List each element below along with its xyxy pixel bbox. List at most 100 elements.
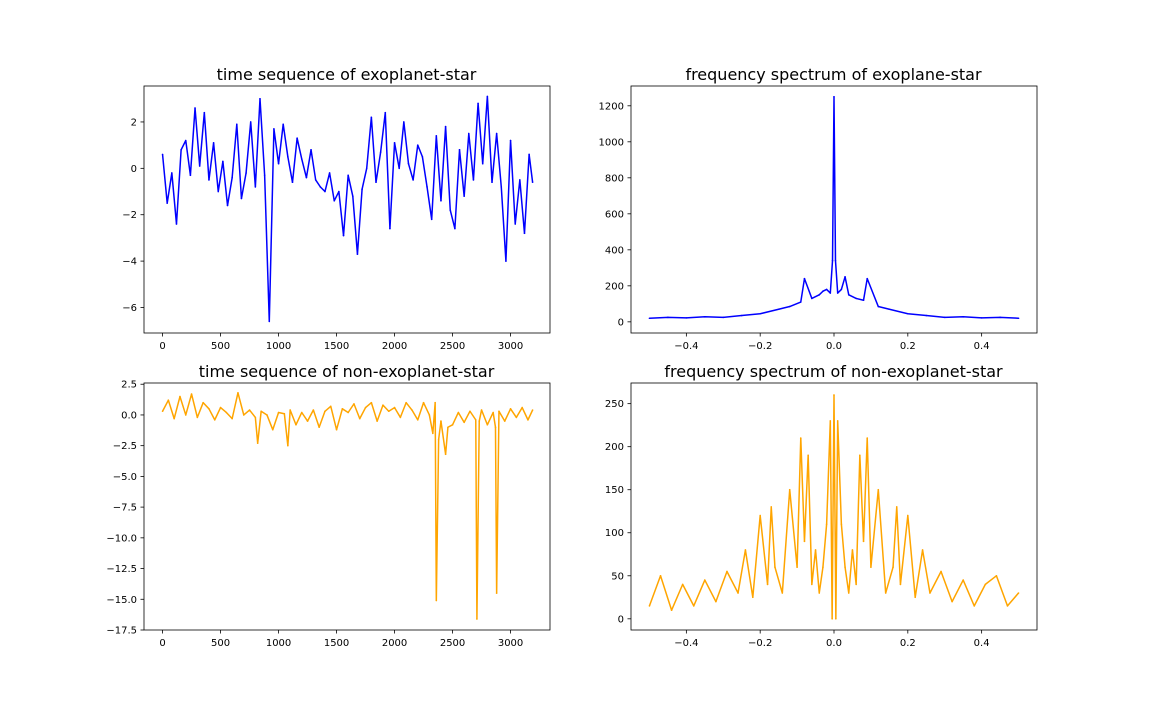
data-point [766, 583, 769, 586]
chart-title: time sequence of exoplanet-star [217, 65, 477, 84]
data-point [171, 172, 173, 174]
data-point [306, 420, 309, 422]
data-point [907, 312, 909, 315]
data-point [999, 316, 1001, 319]
y-tick-label: 150 [605, 485, 624, 496]
data-point [217, 190, 220, 193]
data-point [184, 139, 187, 142]
x-tick-label: 3000 [498, 341, 523, 352]
data-point [387, 410, 390, 413]
x-tick-label: 0.2 [900, 341, 916, 352]
data-point [305, 176, 308, 179]
y-tick-label: 600 [605, 209, 624, 220]
data-point [740, 314, 743, 317]
data-point [212, 142, 215, 144]
data-point [822, 290, 824, 293]
data-point [715, 600, 717, 603]
data-point [921, 549, 924, 551]
data-point [458, 148, 461, 151]
data-point [435, 599, 438, 602]
data-point [310, 148, 312, 151]
data-point [432, 432, 434, 435]
x-tick-label: −0.2 [748, 638, 772, 649]
data-point [242, 414, 245, 416]
data-point [259, 97, 261, 100]
data-point [463, 421, 465, 424]
data-point [370, 116, 373, 119]
data-point [287, 444, 289, 447]
data-point [770, 506, 773, 508]
data-point [393, 142, 396, 144]
data-point [240, 197, 243, 200]
x-tick-label: 2500 [440, 638, 465, 649]
x-tick-label: 0.2 [900, 638, 916, 649]
data-point [505, 260, 507, 262]
data-point [862, 299, 865, 302]
data-point [774, 566, 776, 568]
data-point [213, 419, 216, 421]
data-point [273, 128, 275, 130]
y-tick-label: 2 [131, 117, 137, 128]
data-point [416, 144, 419, 146]
data-point [659, 574, 662, 577]
data-point [194, 107, 196, 109]
data-point [807, 454, 809, 457]
data-point [704, 579, 706, 581]
data-point [833, 96, 835, 98]
data-point [670, 609, 673, 612]
data-point [226, 204, 229, 207]
x-tick-label: 2000 [382, 341, 407, 352]
data-point [844, 276, 846, 278]
data-point [862, 540, 865, 543]
panel-non-exoplanet-time-sequence: time sequence of non-exoplanet-star 0 500… [106, 362, 551, 649]
panel-non-exoplanet-frequency-spectrum: frequency spectrum of non-exoplanet-star… [605, 362, 1038, 649]
data-point [509, 408, 512, 410]
x-tick-label: 2500 [440, 341, 465, 352]
data-point [289, 409, 291, 411]
data-point [962, 579, 964, 581]
data-point [492, 411, 494, 414]
y-tick-label: 400 [605, 245, 624, 256]
data-point [440, 420, 442, 422]
data-point [287, 155, 289, 158]
chart-title: frequency spectrum of non-exoplanet-star [664, 362, 1003, 381]
data-point [449, 209, 452, 211]
y-tick-label: −4 [122, 257, 137, 268]
data-point [726, 570, 728, 573]
data-point [648, 317, 651, 320]
data-point [781, 592, 784, 594]
data-point [831, 618, 833, 620]
data-point [266, 414, 268, 416]
data-point [282, 123, 285, 126]
data-point [314, 179, 317, 181]
y-tick-label: 50 [611, 571, 624, 582]
data-point [399, 416, 402, 419]
data-point [531, 409, 534, 411]
data-point [495, 132, 498, 135]
data-point [685, 317, 688, 319]
data-point [430, 218, 433, 221]
x-tick-label: 0 [159, 341, 165, 352]
chart-title: time sequence of non-exoplanet-star [199, 362, 495, 381]
data-point [796, 566, 798, 568]
data-point [167, 399, 170, 402]
y-tick-label: −5.0 [113, 472, 137, 483]
data-point [491, 181, 493, 184]
data-point [818, 294, 821, 296]
data-point [435, 135, 438, 137]
data-point [249, 121, 252, 123]
data-point [379, 151, 382, 153]
data-point [907, 514, 909, 517]
data-point [271, 428, 274, 431]
data-point [1017, 592, 1020, 594]
data-point [341, 408, 344, 410]
data-point [324, 410, 326, 413]
data-point [263, 174, 266, 177]
data-point [877, 488, 880, 491]
data-point [892, 566, 894, 568]
data-point [248, 409, 251, 411]
x-tick-label: 1000 [266, 341, 291, 352]
data-point [335, 428, 338, 431]
data-point [884, 592, 887, 594]
